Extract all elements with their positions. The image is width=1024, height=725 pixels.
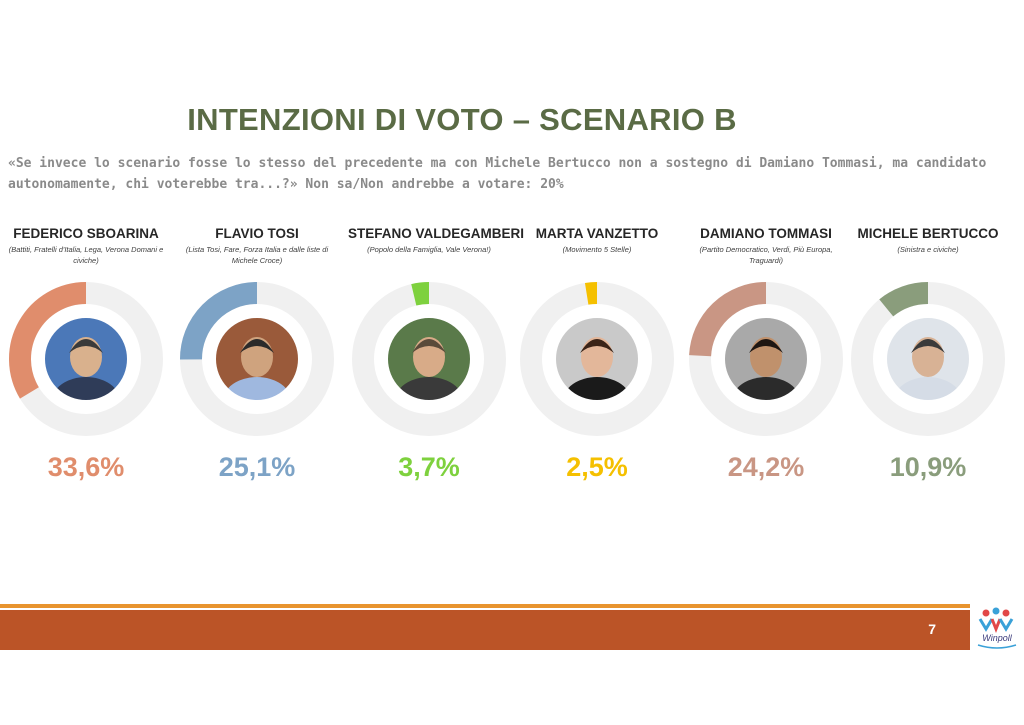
candidate-ring — [352, 282, 506, 436]
candidate-photo — [886, 317, 970, 401]
vote-percentage: 33,6% — [47, 452, 125, 482]
vote-percentage: 24,2% — [727, 452, 805, 482]
candidate-ring — [520, 281, 674, 436]
candidate-header: FEDERICO SBOARINA (Battiti, Fratelli d'It… — [5, 226, 167, 266]
candidate-header: STEFANO VALDEGAMBERI (Popolo della Famigl… — [348, 226, 525, 255]
footer-accent-line — [0, 604, 970, 608]
vote-percentage: 25,1% — [218, 452, 296, 482]
svg-text:Winpoll: Winpoll — [982, 633, 1012, 643]
candidate-ring — [851, 282, 1005, 436]
vote-share-arc — [584, 281, 598, 305]
candidate-photo — [724, 317, 808, 401]
candidate-ring — [9, 282, 163, 436]
vote-share-arc — [9, 282, 87, 399]
footer-bar: 7 — [0, 610, 970, 650]
candidate-ring — [179, 282, 334, 436]
candidate-name: FEDERICO SBOARINA — [13, 226, 159, 241]
candidate-name: FLAVIO TOSI — [215, 226, 299, 241]
candidate-name: MICHELE BERTUCCO — [857, 226, 999, 241]
candidate-party: (Popolo della Famiglia, Vale Verona!) — [367, 245, 491, 254]
vote-percentage: 3,7% — [398, 452, 460, 482]
candidate-party: (Partito Democratico, Verdi, Più Europa,… — [699, 245, 833, 265]
candidate-photo — [44, 317, 128, 401]
candidate-party: (Movimento 5 Stelle) — [562, 245, 632, 254]
candidate-header: FLAVIO TOSI (Lista Tosi, Fare, Forza Ital… — [176, 226, 338, 266]
vote-percentage: 10,9% — [889, 452, 967, 482]
page-title: INTENZIONI DI VOTO – SCENARIO B — [187, 102, 737, 137]
candidate-header: MICHELE BERTUCCO (Sinistra e civiche) — [847, 226, 1009, 255]
candidate-name: STEFANO VALDEGAMBERI — [348, 226, 525, 241]
candidate-party: (Battiti, Fratelli d'Italia, Lega, Veron… — [8, 245, 164, 265]
candidate-party: (Lista Tosi, Fare, Forza Italia e dalle … — [185, 245, 329, 265]
candidate-photo — [215, 317, 299, 401]
candidate-photo — [387, 317, 471, 401]
candidate-party: (Sinistra e civiche) — [897, 245, 959, 254]
candidate-ring — [689, 282, 843, 436]
vote-share-arc — [689, 282, 767, 357]
candidate-header: MARTA VANZETTO (Movimento 5 Stelle) — [516, 226, 678, 255]
candidate-photo — [555, 317, 639, 401]
page-number: 7 — [928, 621, 936, 637]
survey-question: «Se invece lo scenario fosse lo stesso d… — [8, 156, 987, 192]
winpoll-logo: Winpoll — [977, 607, 1017, 649]
vote-share-arc — [179, 282, 258, 360]
vote-share-arc — [411, 282, 430, 306]
vote-percentage: 2,5% — [566, 452, 628, 482]
candidate-name: MARTA VANZETTO — [535, 226, 659, 241]
candidate-name: DAMIANO TOMMASI — [700, 226, 832, 241]
vote-share-arc — [879, 282, 929, 317]
candidate-header: DAMIANO TOMMASI (Partito Democratico, Ver… — [685, 226, 847, 266]
